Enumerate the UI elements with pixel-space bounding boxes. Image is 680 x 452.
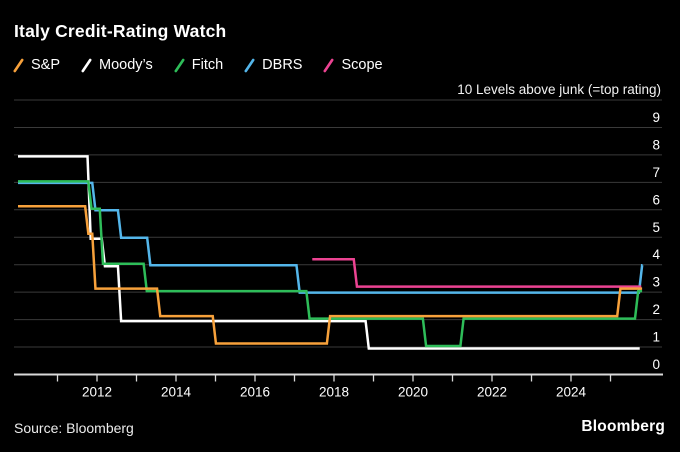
legend-slash-stroke [174, 58, 185, 72]
series-line-fitch [18, 180, 643, 348]
legend: S&P Moody’s Fitch DBRS Scope [13, 57, 383, 73]
legend-slash-stroke [81, 58, 92, 72]
legend-item-dbrs: DBRS [244, 57, 302, 73]
x-tick-label: 2012 [82, 385, 112, 400]
y-tick-label: 8 [652, 137, 660, 152]
legend-item-scope: Scope [323, 57, 383, 73]
legend-slash-icon [323, 58, 334, 72]
axis-top-annotation: 10 Levels above junk (=top rating) [457, 82, 661, 97]
y-tick-label: 2 [652, 302, 660, 317]
legend-slash-icon [81, 58, 92, 72]
series-line-sp [18, 205, 643, 345]
y-tick-label: 1 [652, 330, 660, 345]
legend-item-label: Fitch [191, 57, 224, 73]
y-tick-label: 6 [652, 192, 660, 207]
legend-slash-icon [244, 58, 255, 72]
legend-item-sp: S&P [13, 57, 60, 73]
series-line-scope [312, 257, 642, 288]
legend-slash-stroke [13, 58, 24, 72]
legend-item-label: Moody’s [99, 57, 153, 73]
x-tick-label: 2022 [477, 385, 507, 400]
legend-slash-stroke [323, 58, 334, 72]
legend-item-label: Scope [341, 57, 383, 73]
x-tick-label: 2016 [240, 385, 270, 400]
y-tick-label: 4 [652, 247, 660, 262]
legend-item-label: DBRS [262, 57, 303, 73]
x-tick-label: 2020 [398, 385, 428, 400]
y-tick-label: 9 [652, 110, 660, 125]
x-tick-label: 2024 [556, 385, 587, 400]
y-tick-label: 0 [652, 357, 660, 372]
y-tick-label: 5 [652, 220, 660, 235]
legend-slash-stroke [244, 58, 255, 72]
page-title: Italy Credit-Rating Watch [14, 21, 227, 41]
y-tick-label: 7 [652, 165, 660, 180]
y-tick-label: 3 [652, 275, 660, 290]
legend-slash-icon [13, 58, 24, 72]
legend-slash-icon [174, 58, 185, 72]
x-tick-label: 2018 [319, 385, 349, 400]
legend-item-fitch: Fitch [174, 57, 223, 73]
x-tick-label: 2014 [161, 385, 192, 400]
source-label: Source: Bloomberg [14, 420, 134, 436]
legend-item-moodys: Moody’s [81, 57, 153, 73]
legend-item-label: S&P [31, 57, 61, 73]
bloomberg-logo: Bloomberg [581, 418, 665, 435]
